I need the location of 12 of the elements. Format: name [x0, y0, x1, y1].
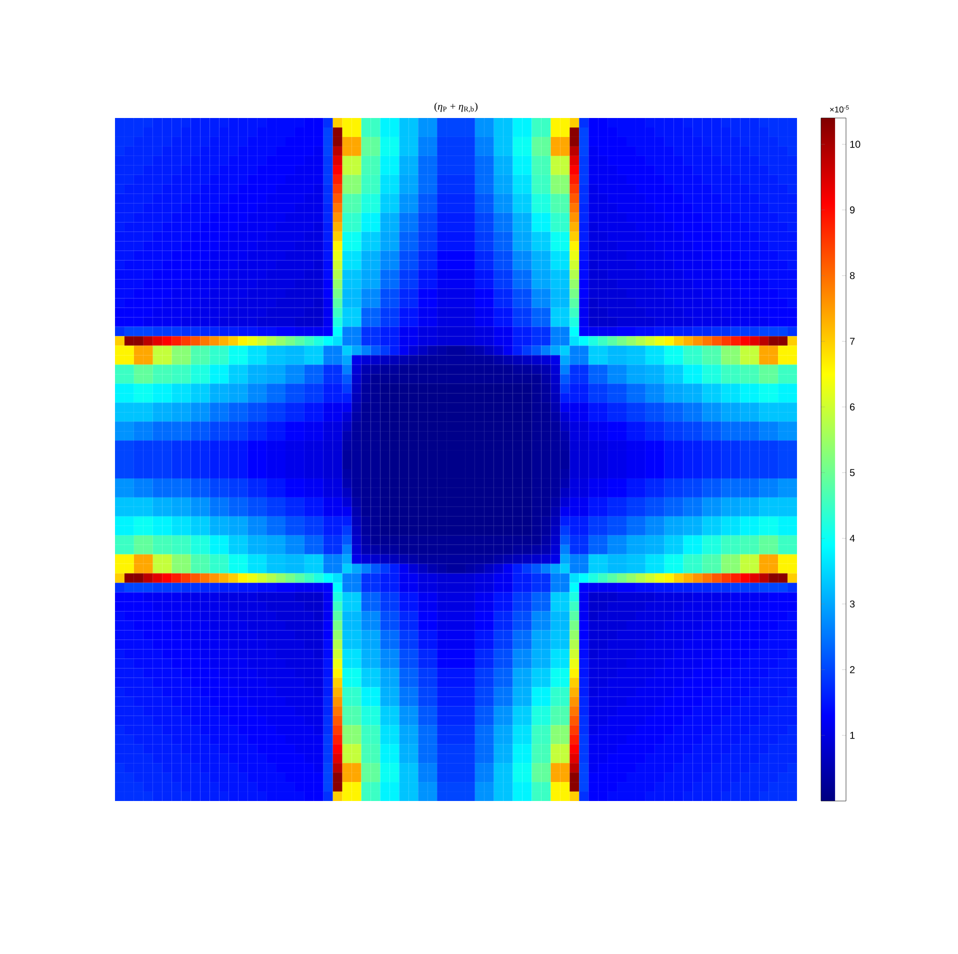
color-bar-label: 8 [850, 272, 855, 280]
color-bar-label: 10 [850, 140, 860, 148]
chart-title: (η$_{P}$ + η$_{R,b}$) [434, 102, 478, 113]
color-bar-label: 6 [850, 403, 855, 410]
color-bar-title: ×10$^{-5}$ [830, 106, 849, 112]
color-bar-label: 9 [850, 206, 855, 214]
color-bar-label: 3 [850, 600, 855, 608]
color-bar-label: 2 [850, 666, 855, 674]
color-bar-label: 7 [850, 338, 855, 345]
color-bar-label: 4 [850, 534, 855, 542]
color-bar-label: 5 [850, 469, 855, 476]
color-bar-label: 1 [850, 732, 855, 739]
